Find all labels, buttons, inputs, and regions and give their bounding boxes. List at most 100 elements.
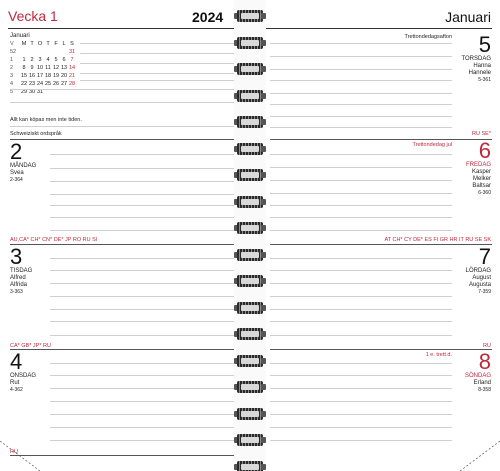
mini-calendar-day: 7 [70, 57, 74, 63]
day-info-3: TISDAG Alfred Alfrida 3-363 [10, 268, 32, 296]
weekday-name: TISDAG [10, 268, 33, 274]
day-count: 3-363 [10, 289, 23, 295]
ruled-line [270, 205, 452, 206]
mini-calendar-day: 29 [20, 89, 28, 95]
country-flags-6: RU SE* [472, 131, 491, 137]
spiral-coil [234, 89, 266, 102]
mini-calendar-day [28, 48, 36, 56]
left-page: Vecka 1 2024 Januari V M T O T F L S 52 31 1 1 2 3 4 5 6… [0, 8, 242, 471]
spiral-coil [234, 195, 266, 208]
mini-calendar-day [36, 48, 44, 56]
mini-calendar-week: 52 31 [10, 48, 76, 56]
spiral-coil [234, 142, 266, 155]
weekday-name: SÖNDAG [464, 373, 491, 379]
mini-calendar-day: 22 [20, 81, 28, 87]
mini-calendar: Januari V M T O T F L S 52 31 1 1 2 3 4 5 6 7 2 8 9 10 11 12 13 1… [10, 32, 76, 96]
day-count: 2-364 [10, 177, 23, 183]
mini-calendar-day: 4 [46, 57, 50, 63]
ruled-line [80, 63, 242, 64]
ruled-line [10, 126, 242, 127]
mini-calendar-day: 31 [36, 89, 44, 95]
mini-calendar-week: 3 15 16 17 18 19 20 21 [10, 72, 76, 80]
mini-calendar-day: 14 [68, 65, 76, 71]
month-label: Januari [445, 9, 491, 25]
name-day: Alfrida [10, 282, 28, 288]
ruled-line [270, 375, 452, 376]
spiral-coil [234, 63, 266, 75]
ruled-line [50, 283, 242, 284]
day-number-4: 4 [10, 349, 23, 374]
mini-calendar-day: T [46, 41, 50, 47]
ruled-line [50, 427, 242, 428]
name-day: Kasper [471, 169, 491, 175]
header-rule [258, 28, 492, 29]
weekday-name: TORSDAG [461, 56, 491, 62]
mini-calendar-day: O [37, 41, 43, 47]
ruled-line [80, 53, 242, 54]
ruled-line [50, 258, 242, 259]
ruled-line [270, 154, 452, 155]
ruled-line [270, 440, 452, 441]
spiral-coil [234, 434, 266, 446]
ruled-line [10, 89, 242, 90]
name-day: Rut [10, 380, 20, 386]
country-flags-4: CA* GB* JP* RU [10, 343, 51, 349]
day-info-5: TORSDAG Hanna Hannele 5-361 [461, 56, 491, 84]
name-day: Svea [10, 170, 24, 176]
ruled-line [270, 270, 452, 271]
header-rule [8, 28, 242, 29]
day-divider [10, 349, 242, 350]
mini-calendar-day: 23 [28, 81, 36, 87]
ruled-line [270, 167, 452, 168]
mini-calendar-day: 31 [68, 49, 76, 55]
ruled-line [50, 440, 242, 441]
ruled-line [270, 80, 452, 81]
ruled-line [270, 230, 452, 231]
mini-calendar-day: 27 [60, 81, 68, 87]
mini-calendar-week: 4 22 23 24 25 26 27 28 [10, 80, 76, 88]
mini-calendar-day: 15 [20, 73, 28, 79]
mini-calendar-day: 11 [45, 65, 51, 71]
ruled-line [270, 258, 452, 259]
mini-calendar-day: 30 [28, 89, 36, 95]
mini-calendar-day: 1 [22, 57, 26, 63]
ruled-line [50, 230, 242, 231]
ruled-line [50, 401, 242, 402]
day-number-7: 7 [478, 244, 491, 269]
spiral-coil [234, 328, 266, 340]
spiral-coil [234, 301, 266, 314]
ruled-line [50, 363, 242, 364]
spiral-coil [234, 36, 266, 49]
mini-calendar-week-number: 5 [10, 89, 14, 95]
ruled-line [270, 69, 452, 70]
ruled-line [50, 296, 242, 297]
country-flags-3: AU,CA* CH* CN* DE* JP RO RU SI [10, 237, 98, 243]
country-flags-7: AT CH* CY DE* ES FI GR HR IT RU SE SK [384, 237, 491, 243]
day-count: 8-358 [478, 387, 491, 393]
mini-calendar-day: 5 [54, 57, 58, 63]
mini-calendar-day: 13 [60, 65, 68, 71]
mini-calendar-day: 8 [22, 65, 26, 71]
day-number-8: 8 [478, 349, 491, 374]
ruled-line [270, 414, 452, 415]
ruled-line [50, 217, 242, 218]
ruled-line [270, 43, 452, 44]
day-info-6: FREDAG Kasper Melker Baltsar 6-360 [466, 162, 491, 197]
mini-calendar-day: 12 [52, 65, 60, 71]
event-6: Trettondedag jul [412, 142, 452, 148]
ruled-line [270, 401, 452, 402]
day-count: 4-362 [10, 387, 23, 393]
ruled-line [50, 309, 242, 310]
ruled-line [270, 56, 452, 57]
mini-calendar-day: 3 [38, 57, 42, 63]
week-label: Vecka 1 [8, 8, 58, 24]
weekday-name: LÖRDAG [465, 268, 491, 274]
ruled-line [50, 335, 242, 336]
page-corner-fold [460, 441, 500, 471]
mini-calendar-day: 10 [36, 65, 44, 71]
ruled-line [50, 194, 242, 195]
day-number-3: 3 [10, 244, 23, 269]
ruled-line [50, 154, 242, 155]
spiral-coil [234, 381, 266, 393]
